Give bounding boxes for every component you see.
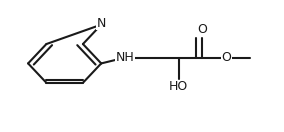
Text: O: O <box>222 51 231 64</box>
Text: HO: HO <box>169 80 188 93</box>
Text: NH: NH <box>116 51 135 64</box>
Text: O: O <box>198 23 207 36</box>
Text: N: N <box>97 17 106 30</box>
